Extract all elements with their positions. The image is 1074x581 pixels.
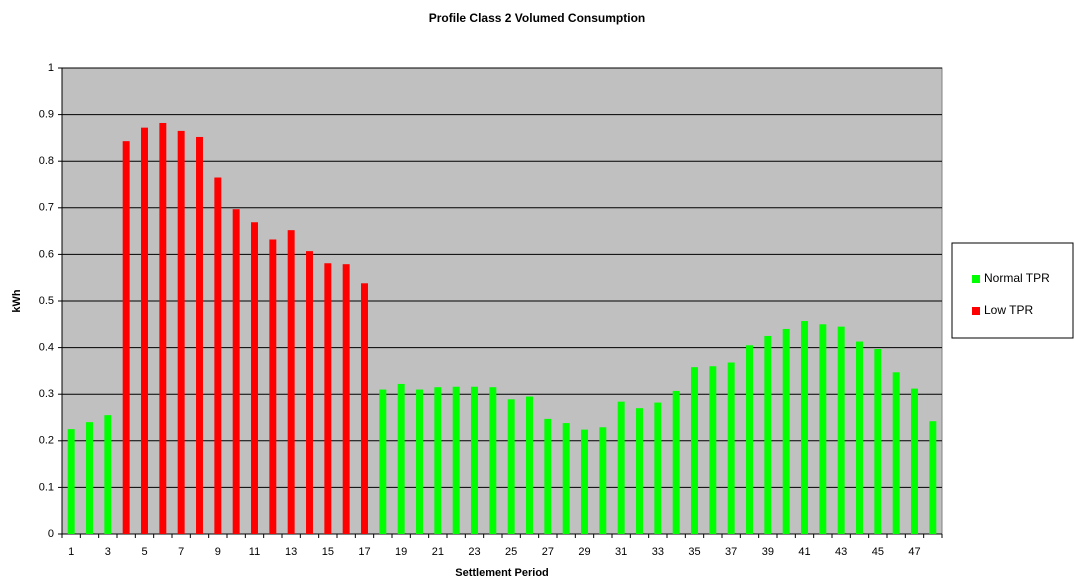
x-tick-label: 21 <box>432 546 444 558</box>
bar <box>251 222 258 534</box>
legend-swatch <box>972 275 980 283</box>
y-tick-label: 0.6 <box>39 248 54 260</box>
y-axis-label: kWh <box>11 289 23 313</box>
bar <box>801 321 808 534</box>
bar <box>929 421 937 534</box>
bar <box>324 263 332 534</box>
bar <box>746 345 753 534</box>
bar <box>67 429 75 534</box>
bar <box>782 328 790 534</box>
bar <box>709 366 717 534</box>
bar <box>104 415 112 534</box>
x-tick-label: 15 <box>322 546 334 558</box>
bar <box>342 264 350 534</box>
legend-label: Normal TPR <box>984 271 1050 285</box>
bar <box>691 367 698 534</box>
bar <box>269 239 277 534</box>
x-tick-label: 35 <box>688 546 700 558</box>
bar <box>507 399 515 534</box>
bar <box>581 429 588 534</box>
y-tick-label: 0.9 <box>39 109 54 121</box>
bar <box>177 130 185 534</box>
x-tick-label: 11 <box>249 546 260 558</box>
bar <box>416 389 423 534</box>
bar <box>654 402 662 534</box>
bar <box>452 386 460 534</box>
x-tick-label: 39 <box>762 546 774 558</box>
bar <box>837 326 845 534</box>
x-tick-label: 27 <box>542 546 554 558</box>
bar <box>636 408 643 534</box>
bar <box>379 389 387 534</box>
x-tick-label: 17 <box>358 546 370 558</box>
legend-box <box>951 242 1074 339</box>
x-tick-label: 13 <box>285 546 297 558</box>
chart-title: Profile Class 2 Volumed Consumption <box>429 11 645 25</box>
bar <box>141 127 148 534</box>
bar <box>856 341 863 534</box>
bar <box>874 348 882 534</box>
bar <box>727 362 735 534</box>
legend-swatch <box>972 307 980 315</box>
x-tick-label: 19 <box>395 546 407 558</box>
bar <box>764 335 772 534</box>
bar <box>214 177 222 534</box>
bar <box>489 387 497 534</box>
bar <box>617 401 625 534</box>
bar <box>526 396 533 534</box>
y-tick-label: 0.4 <box>39 342 54 354</box>
bar <box>599 427 607 534</box>
bar <box>471 386 478 534</box>
x-tick-label: 41 <box>798 546 810 558</box>
legend-label: Low TPR <box>984 303 1033 317</box>
x-tick-label: 7 <box>178 546 184 558</box>
bar <box>361 283 368 534</box>
y-tick-label: 0.5 <box>39 295 54 307</box>
x-axis-label: Settlement Period <box>455 567 549 579</box>
x-tick-label: 45 <box>872 546 884 558</box>
bar <box>434 387 442 534</box>
bar <box>196 136 203 534</box>
bar <box>892 372 900 534</box>
bar <box>306 251 313 534</box>
y-tick-label: 0.2 <box>39 435 54 447</box>
x-tick-label: 9 <box>215 546 221 558</box>
x-tick-label: 31 <box>615 546 627 558</box>
bar <box>544 418 552 534</box>
bar <box>287 230 295 534</box>
bar <box>911 388 918 534</box>
y-tick-label: 1 <box>48 62 54 74</box>
bar <box>672 390 680 534</box>
x-tick-label: 43 <box>835 546 847 558</box>
x-tick-label: 37 <box>725 546 737 558</box>
bar <box>397 383 405 534</box>
y-tick-label: 0.1 <box>39 481 54 493</box>
bar <box>122 141 130 535</box>
x-tick-label: 25 <box>505 546 517 558</box>
bar <box>562 423 570 534</box>
y-tick-label: 0.3 <box>39 388 54 400</box>
bar <box>159 122 167 534</box>
x-tick-label: 33 <box>652 546 664 558</box>
x-tick-label: 3 <box>105 546 111 558</box>
x-tick-label: 29 <box>578 546 590 558</box>
y-tick-label: 0 <box>48 528 54 540</box>
y-tick-label: 0.8 <box>39 155 54 167</box>
bar <box>86 422 93 534</box>
x-tick-label: 47 <box>908 546 920 558</box>
y-tick-label: 0.7 <box>39 202 54 214</box>
x-tick-label: 5 <box>141 546 147 558</box>
bar <box>232 209 240 534</box>
x-tick-label: 23 <box>468 546 480 558</box>
x-tick-label: 1 <box>68 546 74 558</box>
bar <box>819 324 827 534</box>
